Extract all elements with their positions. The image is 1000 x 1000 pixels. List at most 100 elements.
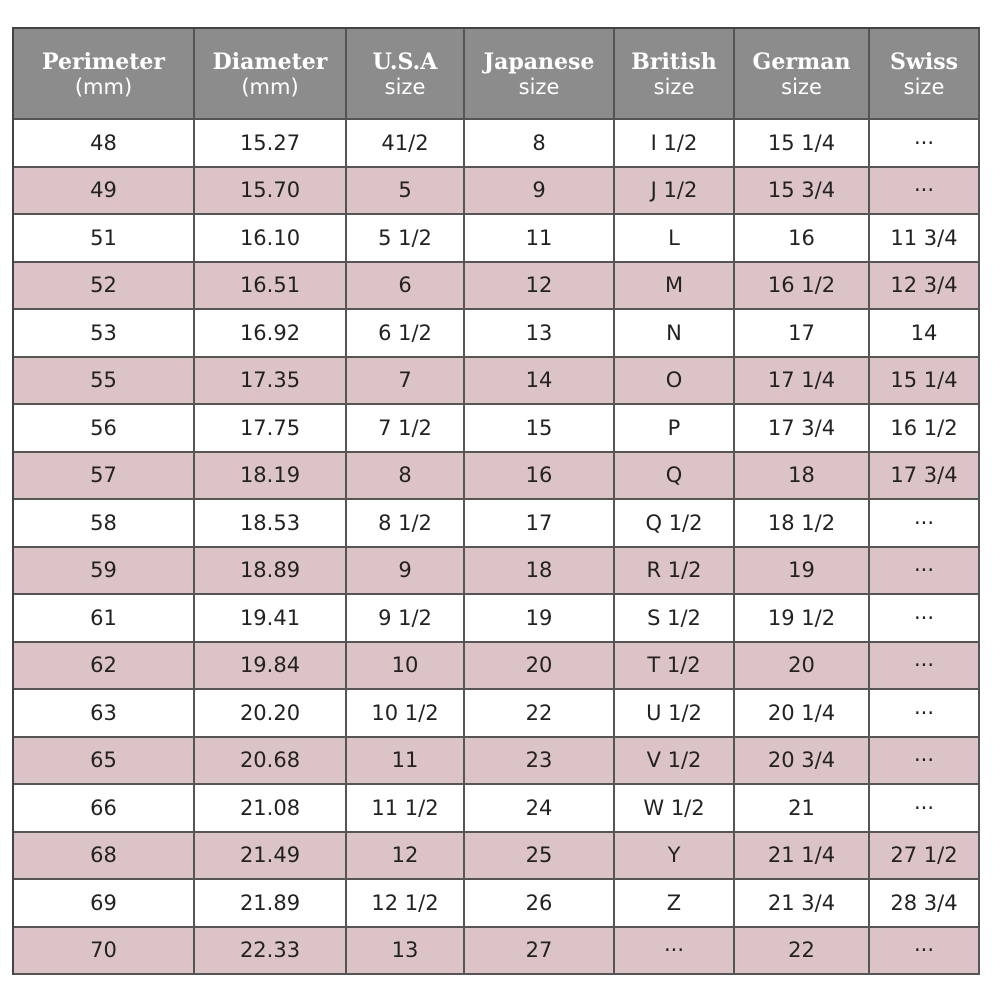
table-cell: 18.89 — [195, 547, 347, 595]
cell-text: 18 — [788, 463, 815, 488]
table-cell: 19.84 — [195, 642, 347, 690]
table-cell: 70 — [14, 927, 195, 975]
table-cell: 17 — [465, 500, 615, 548]
cell-text: 20.20 — [239, 700, 301, 725]
cell-text: 21.89 — [239, 890, 301, 915]
size-table: Perimeter (mm) Diameter (mm) U.S.A size Japane… — [12, 27, 980, 975]
table-cell: 55 — [14, 357, 195, 405]
header-subtitle: (mm) — [74, 74, 133, 99]
header-subtitle: size — [781, 74, 822, 99]
cell-text: 9 — [398, 558, 412, 583]
table-cell: 65 — [14, 737, 195, 785]
table-cell: V 1/2 — [615, 737, 735, 785]
table-cell: ··· — [615, 927, 735, 975]
table-cell: 7 1/2 — [347, 405, 465, 453]
cell-text: 68 — [90, 843, 117, 868]
table-cell: 18.19 — [195, 452, 347, 500]
table-cell: 13 — [465, 310, 615, 358]
cell-text: 11 — [525, 225, 553, 250]
table-cell: 19.41 — [195, 595, 347, 643]
table-cell: 16.92 — [195, 310, 347, 358]
cell-text: 19 — [525, 605, 553, 630]
table-cell: 20 — [735, 642, 870, 690]
table-cell: 12 1/2 — [347, 880, 465, 928]
cell-text: 11 1/2 — [371, 795, 439, 820]
cell-text: 56 — [90, 415, 117, 440]
cell-text: T 1/2 — [647, 653, 701, 678]
cell-text: ··· — [913, 700, 935, 725]
cell-text: 8 — [398, 463, 412, 488]
header-cell: British size — [615, 29, 735, 120]
cell-text: 10 — [391, 653, 419, 678]
cell-text: Q 1/2 — [645, 510, 703, 535]
cell-text: 59 — [90, 558, 117, 583]
header-subtitle: (mm) — [241, 74, 299, 99]
cell-text: Q — [665, 463, 683, 488]
table-cell: 19 1/2 — [735, 595, 870, 643]
cell-text: 55 — [90, 368, 117, 393]
cell-text: 15 3/4 — [767, 178, 836, 203]
cell-text: 19.84 — [239, 653, 301, 678]
cell-text: 27 1/2 — [890, 843, 958, 868]
cell-text: 22 — [788, 938, 815, 963]
cell-text: 20.68 — [239, 748, 301, 773]
cell-text: 5 1/2 — [378, 225, 432, 250]
cell-text: 20 1/4 — [767, 700, 836, 725]
cell-text: 7 — [398, 368, 412, 393]
cell-text: S 1/2 — [647, 605, 701, 630]
cell-text: 5 — [398, 178, 412, 203]
header-title: Japanese — [483, 48, 595, 75]
header-subtitle: size — [518, 74, 560, 99]
cell-text: 41/2 — [381, 130, 429, 155]
cell-text: 20 — [525, 653, 553, 678]
cell-text: 15 1/4 — [890, 368, 958, 393]
cell-text: 21.49 — [239, 843, 301, 868]
table-cell: 15.70 — [195, 167, 347, 215]
cell-text: 8 — [532, 130, 546, 155]
cell-text: I 1/2 — [650, 130, 698, 155]
header-title: British — [631, 48, 717, 75]
cell-text: 12 3/4 — [890, 273, 958, 298]
table-cell: 17 3/4 — [735, 405, 870, 453]
table-cell: 22 — [735, 927, 870, 975]
table-cell: 8 — [465, 120, 615, 168]
table-cell: 19 — [735, 547, 870, 595]
table-cell: 15 1/4 — [735, 120, 870, 168]
table-cell: N — [615, 310, 735, 358]
cell-text: 16.51 — [239, 273, 301, 298]
table-cell: 12 3/4 — [870, 262, 980, 310]
table-cell: 66 — [14, 785, 195, 833]
cell-text: ··· — [913, 795, 935, 820]
cell-text: 21 3/4 — [767, 890, 836, 915]
cell-text: 8 1/2 — [378, 510, 432, 535]
table-cell: 20 1/4 — [735, 690, 870, 738]
cell-text: W 1/2 — [643, 795, 705, 820]
cell-text: 18.89 — [239, 558, 301, 583]
table-cell: 62 — [14, 642, 195, 690]
cell-text: 62 — [90, 653, 117, 678]
table-cell: 17 3/4 — [870, 452, 980, 500]
cell-text: 16 1/2 — [890, 415, 958, 440]
cell-text: 25 — [525, 843, 553, 868]
cell-text: O — [665, 368, 683, 393]
table-cell: ··· — [870, 642, 980, 690]
header-title: U.S.A — [372, 48, 438, 75]
cell-text: 10 1/2 — [371, 700, 439, 725]
cell-text: 61 — [90, 605, 117, 630]
table-cell: 6 — [347, 262, 465, 310]
table-cell: 56 — [14, 405, 195, 453]
cell-text: 17 — [525, 510, 553, 535]
cell-text: 14 — [910, 320, 938, 345]
cell-text: 16 — [525, 463, 553, 488]
cell-text: 17 3/4 — [890, 463, 958, 488]
cell-text: 22 — [525, 700, 553, 725]
table-cell: 18.53 — [195, 500, 347, 548]
cell-text: 49 — [90, 178, 117, 203]
cell-text: M — [664, 273, 684, 298]
cell-text: 28 3/4 — [890, 890, 958, 915]
table-cell: L — [615, 215, 735, 263]
table-cell: R 1/2 — [615, 547, 735, 595]
cell-text: 27 — [525, 938, 553, 963]
table-cell: 15.27 — [195, 120, 347, 168]
